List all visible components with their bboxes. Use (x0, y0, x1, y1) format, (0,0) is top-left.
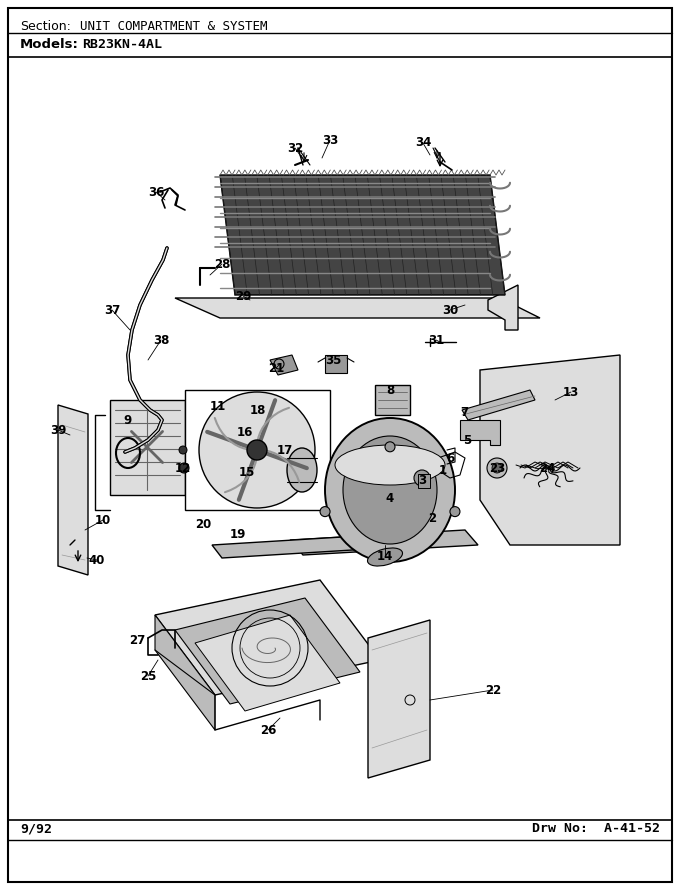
Text: 23: 23 (489, 462, 505, 474)
Polygon shape (488, 285, 518, 330)
Bar (418, 474, 430, 488)
Text: 28: 28 (214, 257, 231, 271)
Polygon shape (58, 405, 88, 575)
Polygon shape (185, 390, 330, 510)
Text: 16: 16 (237, 425, 253, 439)
Text: 33: 33 (322, 134, 338, 147)
Polygon shape (480, 355, 620, 545)
Circle shape (247, 440, 267, 460)
Text: 35: 35 (325, 353, 341, 367)
Circle shape (179, 446, 187, 454)
Text: 7: 7 (460, 407, 468, 419)
Circle shape (487, 458, 507, 478)
Circle shape (414, 470, 430, 486)
Text: 31: 31 (428, 334, 444, 346)
Circle shape (179, 463, 189, 473)
Text: 32: 32 (287, 142, 303, 155)
Circle shape (385, 441, 395, 452)
Text: 11: 11 (210, 400, 226, 412)
Text: 4: 4 (386, 491, 394, 505)
Text: 10: 10 (95, 514, 111, 527)
Text: 40: 40 (89, 554, 105, 567)
Text: 27: 27 (129, 634, 145, 646)
Text: 3: 3 (418, 473, 426, 487)
Text: 36: 36 (148, 185, 164, 198)
Text: 37: 37 (104, 303, 120, 317)
Text: 26: 26 (260, 724, 276, 737)
Circle shape (450, 506, 460, 516)
Polygon shape (175, 598, 360, 704)
Text: 22: 22 (485, 684, 501, 697)
Text: 6: 6 (446, 451, 454, 465)
Text: 1: 1 (439, 464, 447, 476)
Polygon shape (375, 385, 410, 415)
Text: 39: 39 (50, 424, 66, 436)
Polygon shape (195, 615, 340, 711)
Circle shape (199, 392, 315, 508)
Polygon shape (175, 298, 540, 318)
Text: 12: 12 (175, 462, 191, 474)
Text: 14: 14 (377, 549, 393, 562)
Ellipse shape (325, 418, 455, 562)
Text: Drw No:  A-41-52: Drw No: A-41-52 (532, 822, 660, 835)
Text: 34: 34 (415, 136, 431, 150)
Text: 15: 15 (239, 465, 255, 479)
Text: 19: 19 (230, 529, 246, 541)
Text: 21: 21 (268, 361, 284, 375)
Ellipse shape (335, 445, 445, 485)
Text: 9: 9 (124, 414, 132, 426)
Text: 2: 2 (428, 512, 436, 524)
Text: 30: 30 (442, 303, 458, 317)
Polygon shape (460, 420, 500, 445)
Text: 17: 17 (277, 443, 293, 457)
Text: 20: 20 (195, 519, 211, 531)
Text: 29: 29 (235, 289, 251, 303)
Text: 18: 18 (250, 403, 266, 417)
Circle shape (320, 506, 330, 516)
Ellipse shape (367, 548, 403, 566)
Text: UNIT COMPARTMENT & SYSTEM: UNIT COMPARTMENT & SYSTEM (80, 20, 267, 33)
Polygon shape (290, 530, 478, 555)
Polygon shape (155, 580, 380, 695)
Polygon shape (220, 175, 505, 295)
Ellipse shape (343, 436, 437, 544)
Text: RB23KN-4AL: RB23KN-4AL (82, 38, 162, 51)
Polygon shape (155, 615, 215, 730)
Text: Models:: Models: (20, 38, 79, 51)
Text: 8: 8 (386, 384, 394, 397)
Polygon shape (212, 535, 385, 558)
Bar (325, 355, 347, 373)
Polygon shape (368, 620, 430, 778)
Polygon shape (270, 355, 298, 375)
Text: 13: 13 (563, 385, 579, 399)
Text: 25: 25 (140, 669, 156, 683)
Text: Section:: Section: (20, 20, 71, 33)
Circle shape (492, 463, 502, 473)
Text: 9/92: 9/92 (20, 822, 52, 835)
Text: 24: 24 (539, 462, 555, 474)
Text: 5: 5 (463, 434, 471, 448)
Text: 38: 38 (153, 334, 169, 346)
Bar (110, 400, 185, 495)
Bar (237, 440, 277, 495)
Ellipse shape (287, 448, 317, 492)
Polygon shape (462, 390, 535, 420)
